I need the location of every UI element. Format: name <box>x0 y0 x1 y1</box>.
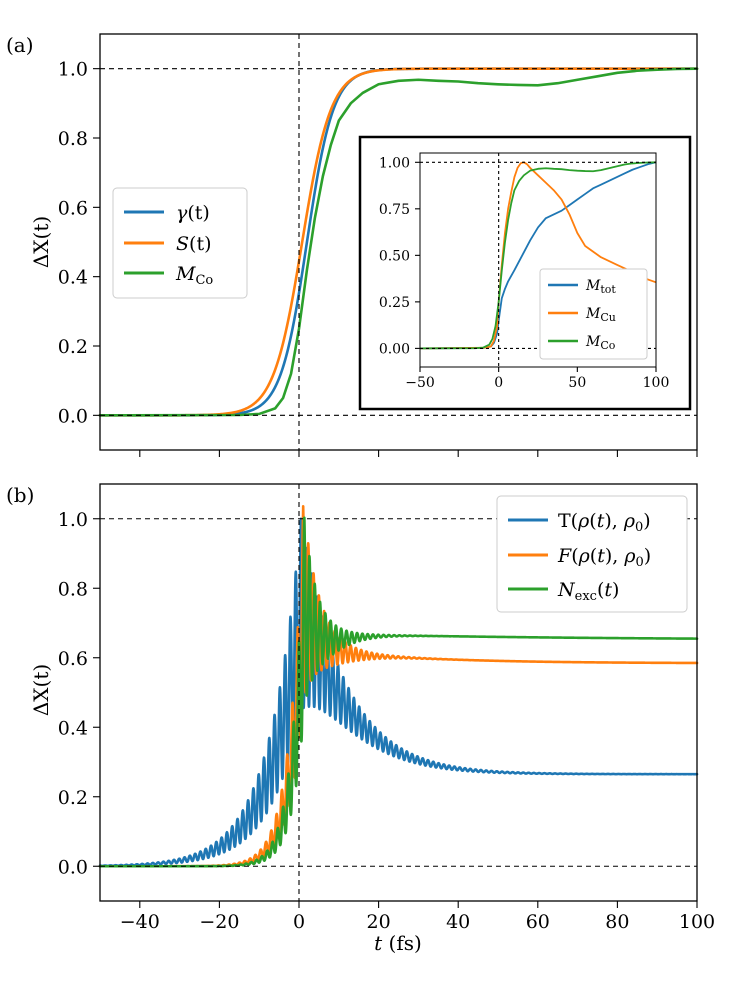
inset-xtick-label: 50 <box>568 375 586 391</box>
panel-a-label: (a) <box>6 33 34 57</box>
panel-b-xtick-label: 60 <box>526 911 550 933</box>
panel-b-xtick-label: −40 <box>120 911 160 933</box>
panel-b-legend-box <box>496 495 688 613</box>
panel-b-xtick-label: 100 <box>679 911 715 933</box>
panel-a-ytick-label: 0.4 <box>58 267 88 289</box>
inset-ytick-label: 0.75 <box>379 202 410 218</box>
panel-b-xtick-label: 20 <box>367 911 391 933</box>
inset-legend-label-mcu: MCu <box>585 306 616 324</box>
panel-a-ticks: 0.0 0.2 0.4 0.6 0.8 1.0 <box>58 59 698 457</box>
series-line-tt0 <box>98 517 699 868</box>
inset-lines <box>419 161 657 350</box>
panel-a-ytick-label: 0.2 <box>58 336 88 358</box>
inset-legend-label-mtot: Mtot <box>585 278 616 296</box>
inset-series-line-mtot <box>419 161 657 350</box>
panel-b-ticks: −40 −20 0 20 40 60 80 100 0.0 0.2 0.4 0.6 0.8 1.0 <box>58 509 715 933</box>
panel-a-ylabel: ΔX(t) <box>29 216 53 268</box>
inset-xtick-label: 0 <box>494 375 503 391</box>
panel-b-ytick-label: 0.4 <box>58 717 88 739</box>
legend-label-nexc: Nexc(t) <box>557 579 619 604</box>
panel-a-legend: γ(t) S(t) MCo <box>112 187 248 299</box>
panel-a-ytick-label: 0.8 <box>58 128 88 150</box>
inset-ytick-label: 0.50 <box>379 248 410 264</box>
series-line-mco <box>98 67 699 417</box>
panel-b-frame <box>99 483 698 902</box>
inset-ytick-label: 0.00 <box>379 341 410 357</box>
panel-b-ytick-label: 0.6 <box>58 648 88 670</box>
panel-a-ytick-label: 0.6 <box>58 197 88 219</box>
inset-series-line-mco <box>419 161 657 350</box>
inset-xtick-label: −50 <box>405 375 435 391</box>
inset-ticks: −50 0 50 100 0.00 0.25 0.50 0.75 1.00 <box>379 155 670 391</box>
panel-b-ylabel: ΔX(t) <box>29 664 53 716</box>
panel-b: (b) −40 −20 0 20 40 60 80 100 0.0 0.2 0.4 0.6 0.8 1.0… <box>6 483 715 955</box>
legend-label-s: S(t) <box>176 233 212 255</box>
inset-ytick-label: 0.25 <box>379 295 410 311</box>
legend-label-gamma: γ(t) <box>176 202 210 224</box>
panel-a: (a) 0.0 0.2 0.4 0.6 0.8 1.0 ΔX(t) γ(t) S(t) M… <box>6 33 699 457</box>
legend-label-fidelity: F(ρ(t), ρ0) <box>557 545 651 570</box>
panel-b-xtick-label: −20 <box>199 911 239 933</box>
panel-a-legend-box <box>112 187 248 299</box>
panel-a-reference-lines <box>100 34 697 450</box>
panel-b-legend: T(ρ(t), ρ0) F(ρ(t), ρ0) Nexc(t) <box>496 495 688 613</box>
panel-b-xlabel: t (fs) <box>374 931 422 955</box>
panel-a-ytick-label: 1.0 <box>58 59 88 81</box>
inset: −50 0 50 100 0.00 0.25 0.50 0.75 1.00 Mtot MCu M… <box>358 135 692 411</box>
panel-b-ytick-label: 0.2 <box>58 787 88 809</box>
inset-legend: Mtot MCu MCo <box>539 268 648 360</box>
inset-legend-label-mco: MCo <box>585 334 616 352</box>
panel-b-ytick-label: 0.0 <box>58 856 88 878</box>
panel-b-ytick-label: 1.0 <box>58 509 88 531</box>
inset-xtick-label: 100 <box>643 375 670 391</box>
panel-b-xtick-label: 40 <box>446 911 470 933</box>
legend-label-trace-distance: T(ρ(t), ρ0) <box>558 510 651 535</box>
inset-legend-box <box>539 268 648 360</box>
panel-a-ytick-label: 0.0 <box>58 405 88 427</box>
panel-b-ytick-label: 0.8 <box>58 578 88 600</box>
panel-b-xtick-label: 80 <box>605 911 629 933</box>
panel-b-label: (b) <box>6 483 34 507</box>
inset-ytick-label: 1.00 <box>379 155 410 171</box>
panel-a-frame <box>99 33 698 451</box>
inset-frame <box>419 152 657 368</box>
panel-b-xtick-label: 0 <box>293 911 305 933</box>
legend-label-mco: MCo <box>175 263 213 288</box>
